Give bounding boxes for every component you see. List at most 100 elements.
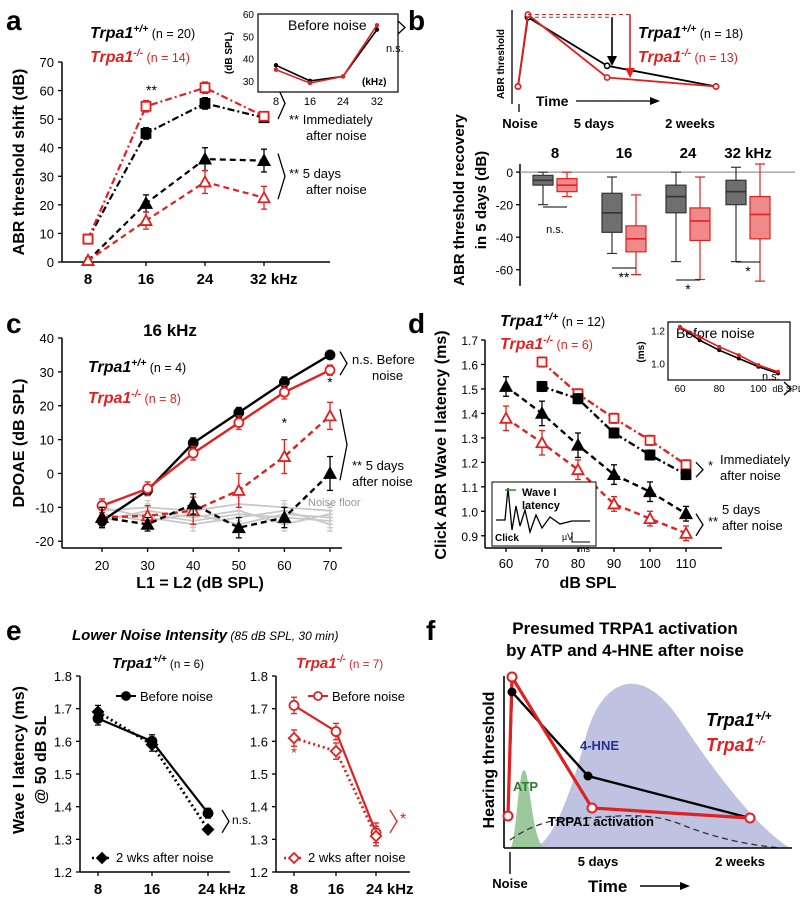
annotation-immediate-2: after noise (720, 468, 781, 483)
legend-wt: Trpa1+/+ (n = 6) (112, 654, 204, 672)
data-point (642, 484, 658, 498)
data-point (608, 427, 620, 439)
x-tick-label: 90 (607, 556, 621, 571)
trpa1-label: TRPA1 activation (548, 814, 654, 829)
data-point (187, 447, 199, 459)
x-tick-label: 20 (95, 558, 109, 573)
significance-label: * (685, 281, 691, 297)
y-tick-label: 50 (40, 112, 54, 127)
x-tick-label: 8 (94, 881, 102, 898)
inset-point (697, 334, 702, 339)
inset-significance: n.s. (386, 43, 404, 55)
legend-wt: Trpa1+/+ (n = 12) (500, 312, 605, 330)
significance-label: n.s. (546, 224, 564, 236)
time-arrowhead (680, 882, 690, 890)
data-point (256, 153, 272, 166)
y-tick-label: -60 (496, 264, 514, 278)
inset-y-tick: 1.0 (651, 359, 665, 370)
data-point (744, 812, 756, 824)
inset-point (273, 63, 279, 68)
time-arrowhead (650, 97, 660, 105)
significance-bracket (397, 20, 406, 35)
annotation-immediate: ** Immediately (289, 112, 373, 127)
significance-label: n.s. (232, 813, 251, 827)
hne-label: 4-HNE (580, 738, 619, 753)
inset-point (678, 324, 682, 329)
significance-label: ** (619, 269, 630, 285)
data-point (258, 110, 270, 122)
data-point (586, 802, 598, 814)
inset-point (340, 74, 346, 79)
panel-label-d: d (408, 308, 425, 339)
y-axis-title: DPOAE (dB SPL) (11, 379, 28, 508)
data-point (502, 810, 514, 822)
y-tick-label: 1.3 (250, 832, 268, 847)
x-tick-label: 32 kHz (250, 271, 298, 288)
data-point (678, 525, 694, 539)
significance-bracket (339, 409, 348, 481)
x-tick-label: 2 weeks (665, 116, 715, 131)
box (749, 195, 771, 240)
panel-e: Lower Noise Intensity (85 dB SPL, 30 min… (11, 627, 414, 898)
data-point (140, 516, 155, 530)
data-point (608, 412, 620, 424)
data-point (95, 851, 109, 865)
inset-point (374, 27, 380, 32)
annotation-5days: 5 days (722, 502, 761, 517)
data-point (369, 829, 383, 843)
data-point (278, 386, 290, 398)
y-axis-title: Hearing threshold (481, 692, 498, 829)
x-tick-label: 100 (639, 556, 661, 571)
data-point (536, 356, 548, 368)
y-axis-title: ABR threshold (496, 29, 507, 99)
data-point (121, 691, 131, 701)
x-tick-label: 16 (144, 881, 161, 898)
chart-title: 16 kHz (143, 321, 197, 340)
x-tick-label: 16 (328, 881, 345, 898)
y-tick-label: 1.7 (461, 334, 478, 348)
y-tick-label: 1.4 (461, 407, 478, 421)
data-point (572, 393, 584, 405)
waveform-label: Wave I (522, 487, 556, 499)
data-point (199, 82, 211, 94)
annotation-immediate-sig: * (708, 458, 713, 473)
data-point (680, 469, 692, 480)
y-tick-label: 10 (40, 433, 54, 448)
data-point (514, 83, 522, 90)
x-tick-label: 5 days (578, 854, 618, 869)
significance-70: * (327, 374, 333, 390)
category-label: 32 kHz (724, 145, 772, 162)
data-point (140, 100, 152, 112)
x-tick-label: 110 (676, 556, 697, 571)
data-point (536, 381, 548, 392)
y-tick-label: 1.2 (461, 456, 478, 470)
inset-x-tick: 16 (304, 96, 316, 108)
inset-x-tick: 32 (371, 96, 383, 108)
x-axis-title: L1 = L2 (dB SPL) (136, 575, 264, 592)
x-tick-label: 60 (499, 556, 513, 571)
data-point (142, 483, 154, 495)
data-point (322, 466, 338, 479)
y-tick-label: 30 (40, 169, 54, 184)
series-line (517, 12, 717, 88)
x-tick-label: 16 (138, 271, 155, 288)
inset-x-tick: 24 (337, 96, 349, 108)
legend-ko: Trpa1-/- (706, 735, 766, 755)
y-tick-label: 1.8 (250, 669, 268, 684)
scale-bar (571, 532, 590, 543)
y-tick-label: 1.2 (250, 865, 268, 880)
data-point (288, 700, 300, 711)
significance-bracket (339, 351, 348, 376)
inset-point (273, 67, 279, 72)
data-point (507, 687, 517, 697)
y-tick-label: 1.7 (54, 702, 72, 717)
y-tick-label: 20 (40, 198, 54, 213)
inset-x-title: (kHz) (362, 77, 386, 88)
data-point (603, 74, 611, 81)
x-tick-label: 60 (277, 558, 291, 573)
series-line (101, 369, 331, 507)
inset-point (756, 363, 761, 368)
category-label: 8 (551, 145, 559, 162)
inset-point (374, 22, 380, 28)
recovery-arrowhead-ko (625, 68, 635, 78)
